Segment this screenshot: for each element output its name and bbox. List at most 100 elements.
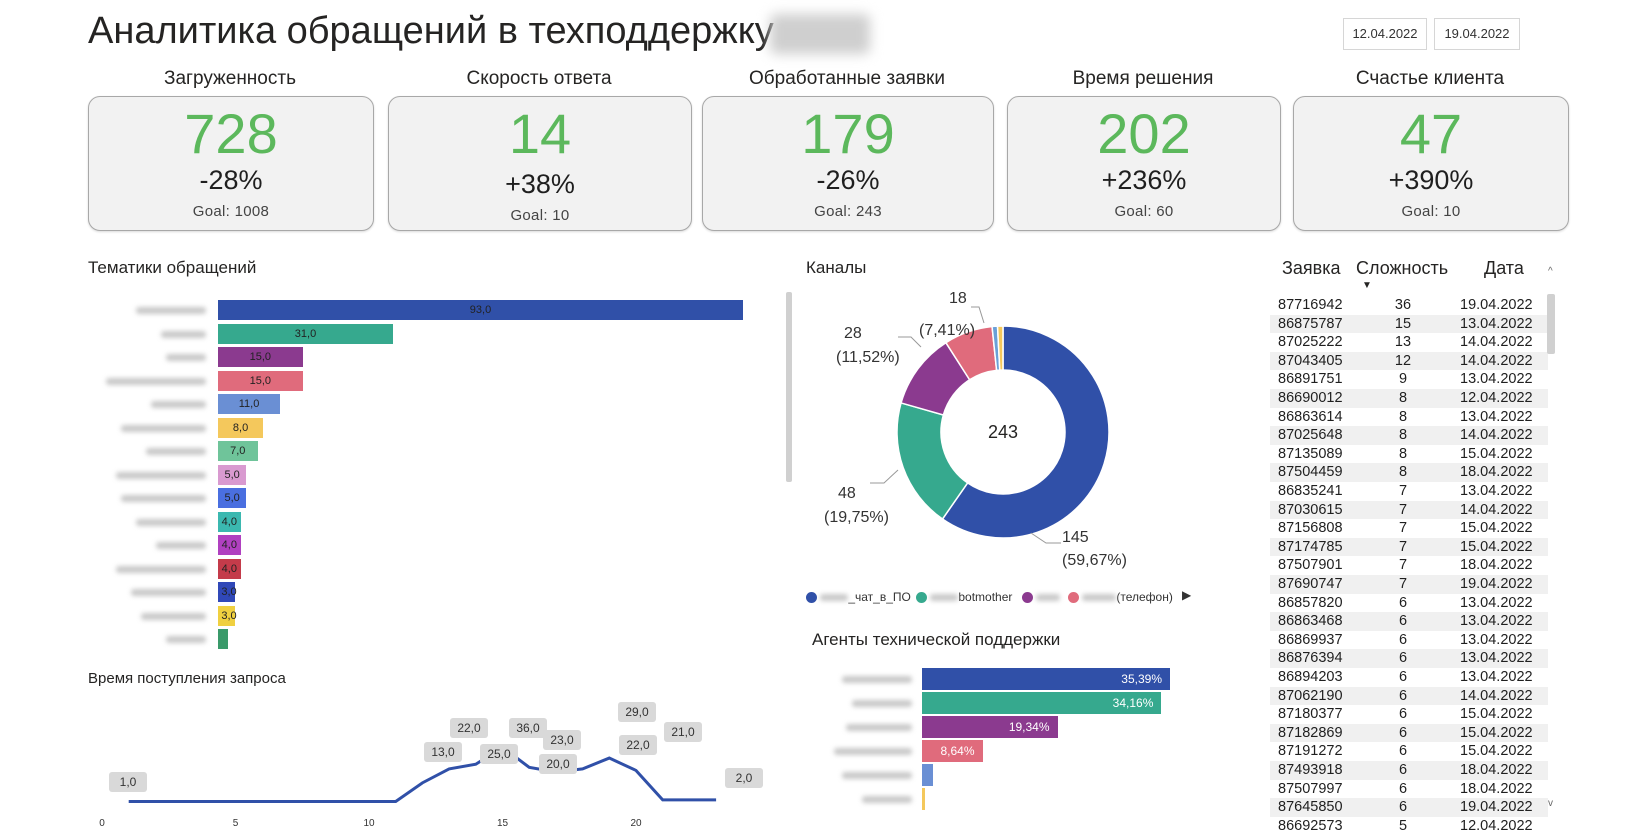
topic-bar[interactable] (218, 441, 258, 461)
legend-item-phone[interactable]: (телефон) (1068, 590, 1173, 604)
agent-label (842, 676, 912, 683)
table-row[interactable]: 86857820 6 13.04.2022 (1270, 594, 1548, 613)
cell-complexity: 8 (1398, 427, 1408, 444)
table-row[interactable]: 86891751 9 13.04.2022 (1270, 370, 1548, 389)
date-to-field[interactable]: 19.04.2022 (1434, 18, 1520, 50)
donut-slice[interactable] (996, 325, 1004, 371)
table-row[interactable]: 87507997 6 18.04.2022 (1270, 780, 1548, 799)
point-label: 36,0 (509, 718, 547, 738)
table-row[interactable]: 87025222 13 14.04.2022 (1270, 333, 1548, 352)
table-row[interactable]: 86875787 15 13.04.2022 (1270, 314, 1548, 334)
table-row[interactable]: 87025648 8 14.04.2022 (1270, 426, 1548, 445)
agent-bar[interactable] (922, 692, 1162, 714)
col-header-ticket[interactable]: Заявка (1282, 258, 1341, 278)
cell-complexity: 6 (1398, 706, 1408, 723)
table-row[interactable]: 86835241 7 13.04.2022 (1270, 482, 1548, 501)
topic-label (166, 636, 206, 643)
col-header-complexity[interactable]: Сложность (1356, 258, 1449, 278)
topic-bar[interactable] (218, 535, 241, 555)
topic-bar[interactable] (218, 558, 241, 579)
cell-date: 14.04.2022 (1460, 334, 1533, 351)
scroll-down-icon[interactable]: v (1548, 798, 1553, 809)
table-row[interactable]: 87191272 6 15.04.2022 (1270, 742, 1548, 761)
topic-bar[interactable] (218, 488, 247, 508)
table-row[interactable]: 86876394 6 13.04.2022 (1270, 649, 1548, 668)
topics-scrollbar[interactable] (786, 292, 792, 482)
table-row[interactable]: 87504459 8 18.04.2022 (1270, 463, 1548, 482)
topic-bar-value: 3,0 (221, 609, 237, 622)
legend-next-arrow-icon[interactable]: ▶ (1182, 588, 1192, 602)
topic-bar[interactable] (218, 300, 743, 320)
table-row[interactable]: 86863468 6 13.04.2022 (1270, 612, 1548, 631)
table-row[interactable]: 87174785 7 15.04.2022 (1270, 537, 1548, 557)
agent-bar[interactable] (922, 764, 933, 786)
topic-bar[interactable] (218, 370, 303, 391)
slice-percent-label: (19,75%) (824, 509, 889, 526)
cell-complexity: 6 (1398, 743, 1408, 760)
legend-item-chat[interactable]: _чат_в_ПО (806, 590, 911, 604)
date-from-field[interactable]: 12.04.2022 (1343, 18, 1427, 50)
table-scrollbar[interactable] (1547, 294, 1555, 354)
scroll-up-icon[interactable]: ^ (1548, 266, 1553, 277)
agent-bar[interactable] (922, 668, 1170, 690)
topic-bar-value: 3,0 (221, 586, 237, 598)
table-row[interactable]: 87182869 6 15.04.2022 (1270, 723, 1548, 743)
table-row[interactable]: 87690747 7 19.04.2022 (1270, 575, 1548, 594)
topic-bar[interactable] (218, 605, 235, 626)
table-row[interactable]: 87507901 7 18.04.2022 (1270, 556, 1548, 575)
cell-complexity: 6 (1398, 687, 1408, 704)
col-header-date[interactable]: Дата (1484, 258, 1524, 278)
topic-bar-value: 93,0 (469, 304, 492, 316)
cell-complexity: 15 (1394, 315, 1412, 332)
table-row[interactable]: 87062190 6 14.04.2022 (1270, 686, 1548, 706)
topic-bar[interactable] (218, 347, 303, 367)
table-row[interactable]: 87135089 8 15.04.2022 (1270, 445, 1548, 464)
agent-bar[interactable] (922, 716, 1058, 738)
cell-ticket: 87507997 (1278, 780, 1343, 797)
table-row[interactable]: 87030615 7 14.04.2022 (1270, 500, 1548, 520)
time-line-chart: 0 5 10 15 201,013,022,025,036,023,020,022,02… (99, 702, 763, 829)
table-row[interactable]: 87156808 7 15.04.2022 (1270, 519, 1548, 538)
table-row[interactable]: 87716942 36 19.04.2022 (1270, 296, 1548, 315)
topic-bar[interactable] (218, 582, 235, 602)
topic-bar[interactable] (218, 323, 393, 344)
cell-ticket: 86875787 (1278, 315, 1343, 332)
topic-label (106, 377, 206, 385)
slice-percent-label: (7,41%) (919, 322, 975, 339)
table-row[interactable]: 86692573 5 12.04.2022 (1270, 817, 1548, 832)
cell-ticket: 86863468 (1278, 613, 1343, 630)
topic-bar[interactable] (218, 464, 247, 485)
tickets-table: Заявка Сложность ▼ Дата 87716942 36 19.04.… (1270, 258, 1560, 832)
cell-date: 13.04.2022 (1460, 650, 1533, 667)
topic-bar[interactable] (218, 394, 281, 414)
point-label-text: 29,0 (625, 705, 649, 719)
legend-item-channel-3[interactable] (1022, 590, 1061, 604)
donut-slice[interactable] (941, 325, 1110, 539)
sort-desc-icon[interactable]: ▼ (1362, 280, 1372, 291)
table-row[interactable]: 87180377 6 15.04.2022 (1270, 705, 1548, 724)
cell-complexity: 7 (1398, 483, 1408, 499)
topic-bar[interactable] (218, 417, 264, 438)
slice-value-label: 145 (1062, 529, 1089, 546)
table-row[interactable]: 86690012 8 12.04.2022 (1270, 389, 1548, 408)
topic-bar-value: 4,0 (221, 562, 237, 575)
cell-ticket: 87191272 (1278, 743, 1343, 760)
table-row[interactable]: 87493918 6 18.04.2022 (1270, 761, 1548, 780)
agent-bar[interactable] (922, 788, 925, 810)
topic-bar[interactable] (218, 511, 241, 532)
table-row[interactable]: 86894203 6 13.04.2022 (1270, 668, 1548, 687)
topic-bar-value: 5,0 (224, 492, 240, 504)
x-tick-label: 15 (497, 818, 509, 829)
agent-bar[interactable] (922, 740, 983, 762)
legend-item-botmother[interactable]: botmother (916, 590, 1012, 604)
kpi-delta: +236% (1101, 165, 1187, 195)
cell-ticket: 87062190 (1278, 687, 1343, 704)
topic-bar-value: 5,0 (224, 468, 240, 481)
table-row[interactable]: 87645850 6 19.04.2022 (1270, 798, 1548, 817)
kpi-goal: Goal: 1008 (192, 203, 270, 220)
cell-date: 19.04.2022 (1460, 799, 1533, 816)
table-row[interactable]: 87043405 12 14.04.2022 (1270, 351, 1548, 371)
table-row[interactable]: 86869937 6 13.04.2022 (1270, 631, 1548, 650)
topic-bar[interactable] (218, 629, 228, 649)
table-row[interactable]: 86863614 8 13.04.2022 (1270, 408, 1548, 427)
